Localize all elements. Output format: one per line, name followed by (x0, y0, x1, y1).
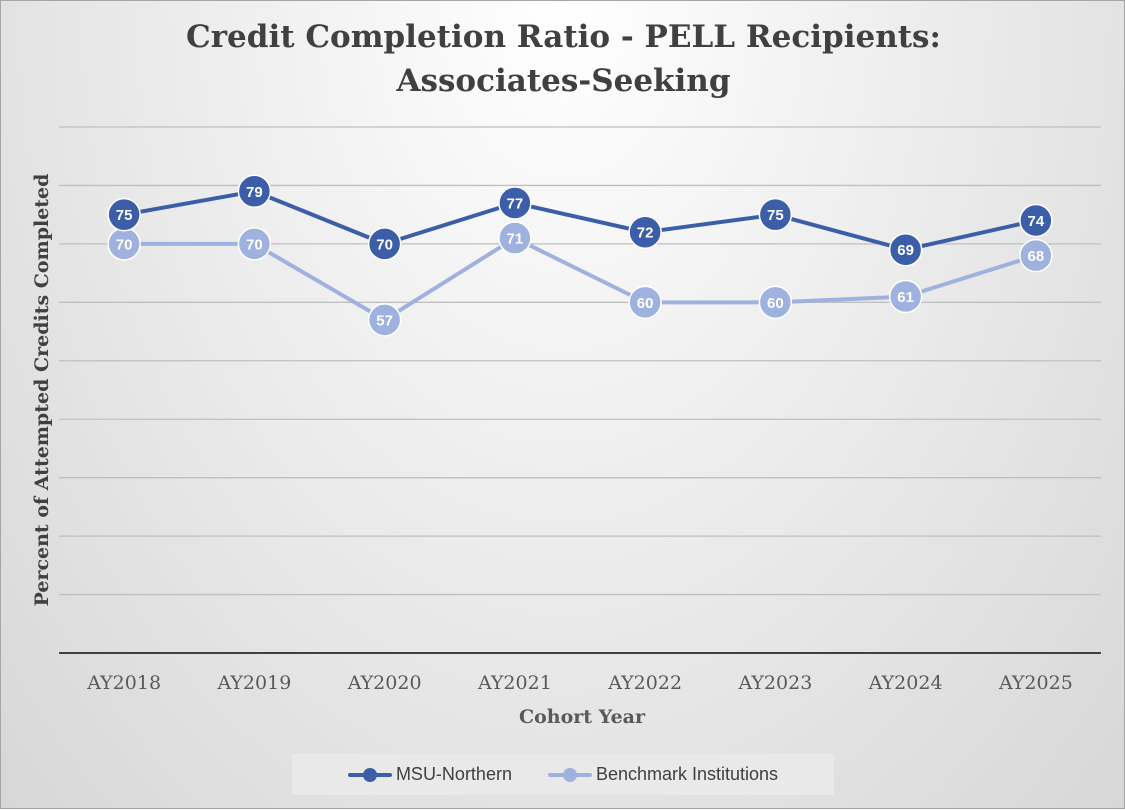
data-point (628, 285, 662, 320)
data-point (758, 197, 793, 232)
data-point (107, 197, 141, 232)
data-label: 79 (246, 184, 263, 201)
legend-swatch-benchmark-institutions (547, 767, 592, 783)
data-label: 74 (1028, 213, 1045, 230)
series-line (123, 189, 1037, 252)
data-label: 71 (507, 231, 524, 248)
x-tick-label: AY2020 (347, 672, 422, 694)
data-label: 70 (376, 236, 393, 253)
data-point (367, 303, 402, 337)
data-label: 60 (637, 295, 654, 312)
data-point (888, 232, 923, 267)
x-tick-label: AY2024 (868, 672, 943, 694)
legend-label-benchmark-institutions: Benchmark Institutions (595, 764, 779, 784)
series-line (124, 236, 1037, 322)
data-point (367, 227, 402, 261)
series-msu-northern (123, 189, 1037, 252)
data-label: 61 (897, 289, 914, 306)
data-label: 60 (767, 295, 784, 312)
legend-swatch-msu-northern (347, 767, 392, 783)
x-tick-label: AY2022 (607, 672, 682, 694)
data-point (237, 227, 272, 261)
data-point (498, 186, 532, 220)
data-label: 70 (246, 236, 263, 253)
legend-item-benchmark-institutions: Benchmark Institutions (547, 764, 779, 785)
x-tick-label: AY2021 (477, 672, 552, 694)
data-label: 68 (1028, 248, 1045, 265)
data-label: 77 (507, 195, 524, 212)
series-lines: 70 70 57 71 60 60 61 68 75 79 70 77 72 75 69 74 (107, 174, 1053, 337)
data-label: 75 (116, 207, 133, 224)
data-point (758, 285, 793, 320)
data-label: 75 (767, 207, 784, 224)
data-point (1019, 203, 1053, 238)
legend: MSU-Northern Benchmark Institutions (292, 754, 834, 795)
x-tick-label: AY2025 (998, 672, 1073, 694)
data-point (237, 174, 272, 209)
data-point (498, 221, 532, 255)
data-point (1019, 238, 1053, 273)
data-label: 69 (897, 242, 914, 259)
chart-title-line-2: Associates-Seeking (396, 63, 731, 99)
legend-item-msu-northern: MSU-Northern (347, 764, 512, 785)
data-label: 70 (116, 236, 133, 253)
data-label: 57 (376, 312, 393, 329)
markers-msu-northern: 75 79 70 77 72 75 69 74 (107, 174, 1053, 267)
gridlines (59, 126, 1101, 654)
markers-benchmark-institutions: 70 70 57 71 60 60 61 68 (107, 221, 1053, 337)
chart-title: Credit Completion Ratio - PELL Recipient… (1, 15, 1125, 103)
data-point (628, 215, 662, 249)
series-benchmark-institutions (124, 236, 1037, 322)
x-axis-label: Cohort Year (519, 706, 646, 728)
x-tick-label: AY2018 (86, 672, 161, 694)
data-point (888, 279, 923, 314)
y-axis-label: Percent of Attempted Credits Completed (31, 174, 53, 607)
chart-title-line-1: Credit Completion Ratio - PELL Recipient… (186, 19, 941, 55)
x-axis-ticks: AY2018 AY2019 AY2020 AY2021 AY2022 AY2023 AY20… (86, 672, 1073, 694)
x-tick-label: AY2019 (216, 672, 291, 694)
data-label: 72 (637, 225, 654, 242)
x-tick-label: AY2023 (737, 672, 812, 694)
legend-label-msu-northern: MSU-Northern (395, 764, 512, 784)
